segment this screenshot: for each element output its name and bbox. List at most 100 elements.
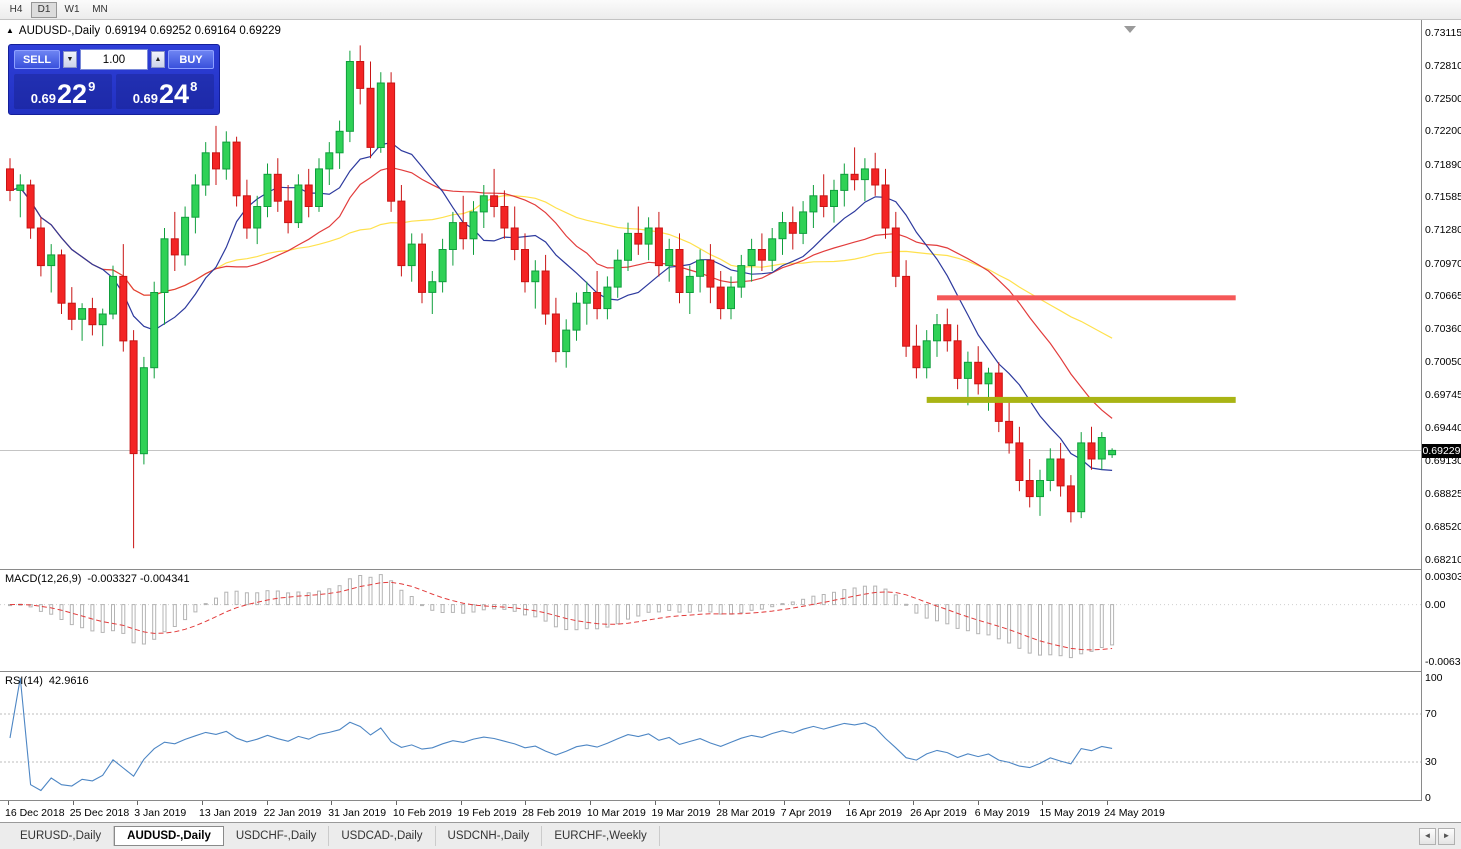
bull-candle <box>922 340 931 369</box>
date-label: 10 Mar 2019 <box>586 807 646 819</box>
main-price-pane[interactable] <box>0 20 1421 568</box>
bull-candle <box>747 249 756 267</box>
volume-decrease-button[interactable]: ▼ <box>63 51 77 68</box>
macd-bar <box>286 592 291 606</box>
macd-bar <box>770 604 775 608</box>
date-tick <box>913 801 915 805</box>
bear-candle <box>819 195 828 208</box>
date-tick <box>589 801 591 805</box>
macd-bar <box>1110 604 1115 646</box>
resistance-line-red[interactable] <box>937 295 1236 301</box>
tabs-scroll-right-button[interactable]: ► <box>1438 827 1455 845</box>
bear-candle <box>67 302 76 320</box>
timeframe-mn-button[interactable]: MN <box>87 2 113 18</box>
chart-area[interactable]: ▲ AUDUSD-,Daily 0.69194 0.69252 0.69164 … <box>0 20 1461 849</box>
bear-candle <box>490 195 499 208</box>
price-scale-label: 0.71890 <box>1425 158 1461 171</box>
macd-bar <box>904 603 909 606</box>
ma-mid-red <box>9 166 1113 419</box>
one-click-toggle-icon[interactable]: ▲ <box>6 26 14 35</box>
pane-divider <box>0 671 1461 672</box>
price-scale-label: 0.69130 <box>1425 455 1461 468</box>
bear-candle <box>500 206 509 229</box>
tab-usdchf-daily[interactable]: USDCHF-,Daily <box>224 826 330 846</box>
macd-bar <box>615 604 620 625</box>
macd-bar <box>842 589 847 606</box>
bear-candle <box>521 249 529 283</box>
macd-bar <box>677 604 682 613</box>
macd-bar <box>945 604 950 625</box>
bull-candle <box>16 184 25 191</box>
bull-candle <box>778 222 787 240</box>
macd-bar <box>131 604 136 644</box>
tabs-scroll-left-button[interactable]: ◄ <box>1419 827 1436 845</box>
macd-bar <box>708 604 713 613</box>
macd-bar <box>69 604 74 626</box>
tab-usdcad-daily[interactable]: USDCAD-,Daily <box>329 826 436 846</box>
bear-candle <box>418 243 426 293</box>
macd-pane[interactable] <box>0 570 1421 671</box>
macd-bar <box>193 604 198 613</box>
macd-histogram <box>8 574 1115 659</box>
bull-candle <box>448 222 457 251</box>
macd-bar <box>883 588 888 606</box>
date-tick <box>460 801 462 805</box>
bear-candle <box>304 184 313 207</box>
bear-candle <box>397 200 406 267</box>
macd-bar <box>224 591 229 606</box>
macd-bar <box>718 604 723 615</box>
buy-price-point: 8 <box>190 79 198 94</box>
price-scale-label: 0.68825 <box>1425 487 1461 500</box>
bull-candle <box>98 313 107 326</box>
macd-bar <box>1058 604 1063 657</box>
rsi-pane[interactable] <box>0 672 1421 800</box>
tab-usdcnh-daily[interactable]: USDCNH-,Daily <box>436 826 543 846</box>
timeframe-toolbar: H4 D1 W1 MN <box>0 0 1461 20</box>
macd-bar <box>49 604 54 615</box>
macd-bar <box>914 604 919 614</box>
bull-candle <box>860 168 869 181</box>
timeframe-h4-button[interactable]: H4 <box>3 2 29 18</box>
volume-input[interactable] <box>80 49 148 70</box>
price-scale-label: 0.69745 <box>1425 389 1461 402</box>
bull-candle <box>469 211 478 240</box>
date-tick <box>395 801 397 805</box>
buy-button[interactable]: BUY <box>168 50 214 69</box>
tab-audusd-daily[interactable]: AUDUSD-,Daily <box>114 826 224 846</box>
tab-eurusd-daily[interactable]: EURUSD-,Daily <box>8 826 115 846</box>
macd-bar <box>636 604 641 617</box>
macd-bar <box>111 604 115 632</box>
bull-candle <box>963 361 972 379</box>
timeframe-d1-button[interactable]: D1 <box>31 1 57 18</box>
sell-button[interactable]: SELL <box>14 50 60 69</box>
sell-price-button[interactable]: 0.69 22 9 <box>14 74 112 109</box>
bull-candle <box>1108 449 1117 456</box>
support-line-olive[interactable] <box>926 396 1236 403</box>
macd-bar <box>780 603 785 606</box>
macd-bar <box>687 604 692 613</box>
bear-candle <box>912 345 921 369</box>
macd-bar <box>965 604 970 632</box>
bear-candle <box>850 173 859 181</box>
macd-bar <box>275 590 280 606</box>
bear-candle <box>273 173 282 202</box>
date-axis[interactable]: 16 Dec 2018 25 Dec 2018 3 Jan 2019 13 Jan 2… <box>0 801 1461 822</box>
timeframe-w1-button[interactable]: W1 <box>59 2 85 18</box>
price-scale-label: 0.71585 <box>1425 191 1461 204</box>
macd-bar <box>584 604 589 630</box>
price-scale-label: 0.70360 <box>1425 323 1461 335</box>
date-label: 19 Feb 2019 <box>457 807 517 819</box>
macd-bar <box>203 603 208 606</box>
volume-increase-button[interactable]: ▲ <box>151 51 165 68</box>
bear-candle <box>943 324 952 342</box>
rsi-indicator-label: RSI(14) 42.9616 <box>5 675 89 687</box>
tab-eurchf-weekly[interactable]: EURCHF-,Weekly <box>542 826 660 846</box>
chart-shift-marker-icon[interactable] <box>1124 26 1136 33</box>
pane-divider <box>0 569 1461 570</box>
rsi-name: RSI(14) <box>5 675 43 687</box>
bull-candle <box>325 152 334 170</box>
price-axis[interactable]: 0.69229 0.73115 0.72810 0.72500 0.72200 0.71… <box>1422 20 1461 804</box>
bull-candle <box>582 292 591 304</box>
date-label: 10 Feb 2019 <box>392 807 452 819</box>
buy-price-button[interactable]: 0.69 24 8 <box>116 74 214 109</box>
